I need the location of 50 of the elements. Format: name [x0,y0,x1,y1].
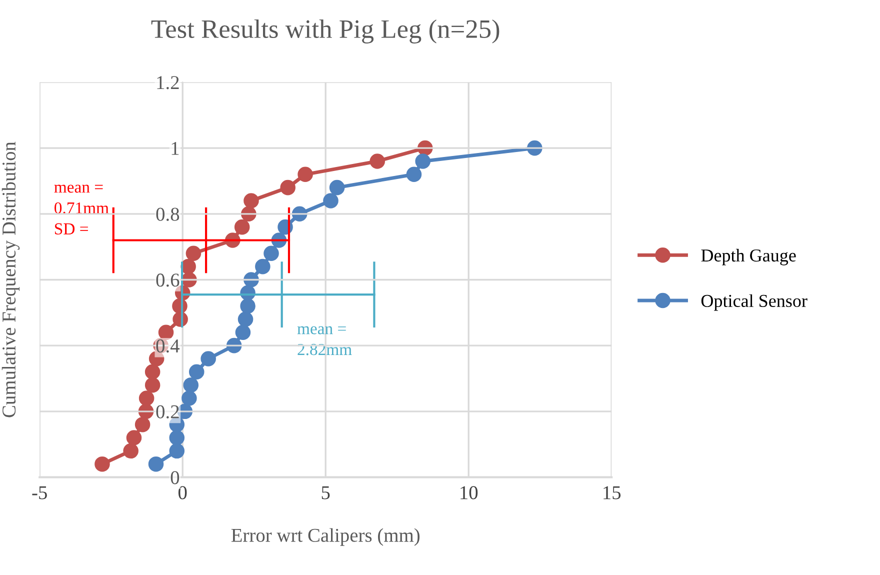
point [186,246,202,262]
point [298,166,313,182]
point [123,443,138,459]
x-axis-title: Error wrt Calipers (mm) [231,528,420,546]
y-tick-label: 1.2 [157,76,179,90]
point [126,430,142,446]
y-tick-label: 0 [170,471,180,484]
y-axis-title: Cumulative Frequency Distribution [2,142,20,418]
point [238,312,254,327]
point [235,324,251,340]
point [329,180,345,196]
y-tick-label: 0.6 [156,274,180,287]
point [370,154,386,169]
point [144,377,160,393]
point [183,377,199,393]
point [280,180,296,196]
point [169,443,185,459]
point [158,324,174,340]
annotation: mean = 0.71mm SD = [54,184,109,235]
point [138,390,154,406]
y-tick-label: 0.8 [156,208,180,221]
point [415,154,430,169]
point [234,219,250,235]
point [94,456,110,472]
point [134,416,150,432]
x-tick-label: 10 [460,486,478,500]
legend-label: Optical Sensor [701,294,808,311]
point [240,298,256,314]
point [148,456,164,472]
x-tick-label: 5 [322,486,330,500]
point [255,258,270,274]
annotation: mean = 2.82mm [297,326,352,356]
y-tick-label: 1 [172,142,179,155]
point [169,430,185,446]
y-tick-label: 0.2 [156,405,179,418]
point [200,351,216,366]
point [406,166,422,182]
point [188,364,204,380]
point [169,416,185,432]
legend-label: Depth Gauge [701,248,796,266]
x-tick-label: -5 [32,486,47,500]
point [182,390,197,406]
y-tick-label: 0.4 [156,339,180,353]
x-tick-label: 15 [604,486,621,500]
point [148,351,164,366]
point [144,364,160,380]
point [264,246,279,262]
chart-title: Test Results with Pig Leg (n=25) [151,19,500,44]
point [244,193,259,208]
point [323,193,338,208]
